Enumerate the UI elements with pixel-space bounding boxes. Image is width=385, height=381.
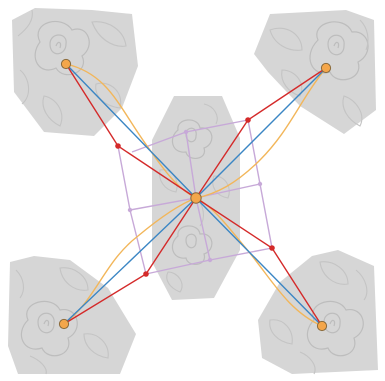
tile-bottom-right [258,250,378,375]
straight-links [63,63,327,327]
node-hub [190,192,202,204]
node-bottom-right [316,320,328,332]
node-top-left [60,58,72,70]
bend-node-bottom-left [143,271,149,277]
frame-node-left [127,207,133,213]
bend-node-bottom-right [269,245,275,251]
frame-node-top [183,129,189,135]
frame-node-bottom [207,257,213,263]
rose-top-left-icon [17,9,127,127]
rose-bottom-left-icon [15,267,109,375]
nodes [58,58,332,332]
curved-link-bottom-left [63,197,197,325]
curved-link-top-right [195,67,327,199]
straight-link-top-right [195,67,327,199]
bend-node-top-left [115,143,121,149]
tile-top-right [254,10,376,134]
straight-link-top-left [65,63,197,199]
tile-top-left [12,8,138,136]
node-bottom-left [58,318,70,330]
straight-link-bottom-right [195,197,323,327]
straight-link-bottom-left [63,197,197,325]
rose-bottom-right-icon [269,261,368,375]
bend-node-top-right [245,117,251,123]
rose-top-right-icon [269,19,369,127]
node-top-right [320,62,332,74]
bent-links [63,63,327,327]
frame-node-right [257,181,263,187]
